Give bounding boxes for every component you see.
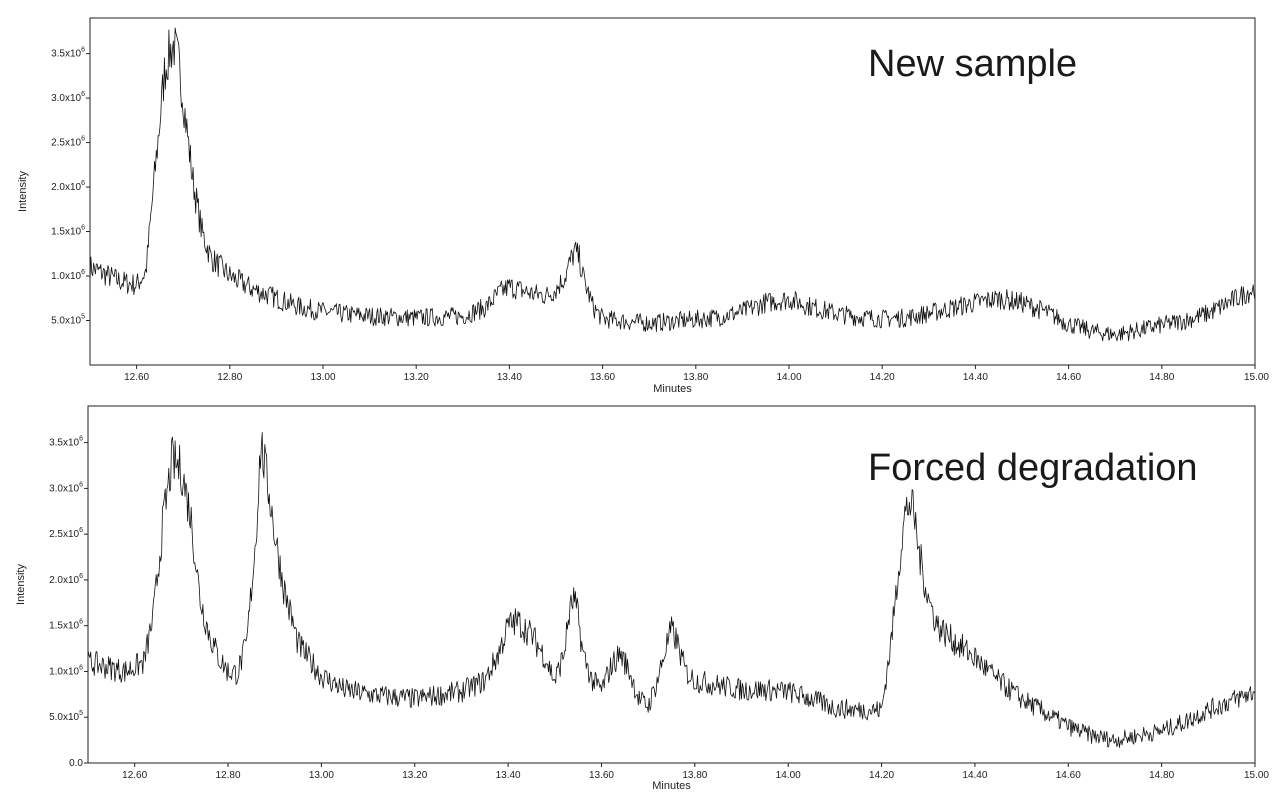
y-axis-ticks: 0.0 5.0x105 1.0x106 1.5x106 2.0x106 2.5x106 3.…	[49, 436, 88, 769]
y-tick-label: 2.0x106	[51, 180, 85, 193]
x-tick-label: 13.80	[682, 770, 707, 781]
y-tick-label: 0.0	[69, 758, 83, 769]
y-tick-label: 3.0x106	[49, 481, 83, 494]
x-tick-label: 14.00	[776, 372, 801, 383]
y-tick-label: 2.5x106	[49, 527, 83, 540]
x-tick-label: 14.20	[870, 372, 895, 383]
y-tick-label: 2.5x106	[51, 136, 85, 149]
x-tick-label: 15.00	[1244, 372, 1269, 383]
x-tick-label: 13.40	[496, 770, 521, 781]
y-tick-label: 1.5x106	[51, 225, 85, 238]
x-tick-label: 12.80	[217, 372, 242, 383]
x-tick-label: 13.60	[590, 372, 615, 383]
x-tick-label: 12.60	[124, 372, 149, 383]
y-tick-label: 5.0x105	[49, 710, 83, 723]
x-tick-label: 14.60	[1056, 372, 1081, 383]
x-tick-label: 12.80	[216, 770, 241, 781]
x-tick-label: 13.00	[310, 372, 335, 383]
chart-title: Forced degradation	[868, 447, 1198, 489]
y-axis-label: Intensity	[17, 171, 29, 212]
y-tick-label: 1.5x106	[49, 619, 83, 632]
x-tick-label: 14.60	[1056, 770, 1081, 781]
x-tick-label: 13.20	[404, 372, 429, 383]
y-tick-label: 3.5x106	[49, 436, 83, 449]
y-tick-label: 3.5x106	[51, 47, 85, 60]
plot-frame	[87, 405, 1256, 764]
x-axis-label: Minutes	[652, 780, 691, 792]
x-axis-ticks: 12.60 12.80 13.00 13.20 13.40 13.60 13.80 14.00…	[124, 365, 1269, 383]
x-tick-label: 13.40	[497, 372, 522, 383]
x-tick-label: 12.60	[122, 770, 147, 781]
y-tick-label: 1.0x106	[51, 269, 85, 282]
x-tick-label: 13.00	[309, 770, 334, 781]
chart-title: New sample	[868, 43, 1077, 85]
y-tick-label: 2.0x106	[49, 573, 83, 586]
y-tick-label: 1.0x106	[49, 664, 83, 677]
x-tick-label: 14.20	[869, 770, 894, 781]
series-line	[87, 432, 1256, 748]
chart-panel-new-sample: 5.0x105 1.0x106 1.5x106 2.0x106 2.5x106 3.0x1…	[17, 17, 1269, 395]
x-tick-label: 13.80	[683, 372, 708, 383]
y-tick-label: 3.0x106	[51, 91, 85, 104]
x-tick-label: 13.20	[402, 770, 427, 781]
plot-frame	[89, 17, 1256, 366]
x-tick-label: 14.00	[776, 770, 801, 781]
x-tick-label: 14.80	[1149, 372, 1174, 383]
x-axis-label: Minutes	[653, 383, 692, 395]
y-tick-label: 5.0x105	[51, 314, 85, 327]
x-tick-label: 14.80	[1149, 770, 1174, 781]
y-axis-ticks: 5.0x105 1.0x106 1.5x106 2.0x106 2.5x106 3.0x1…	[51, 47, 90, 327]
x-tick-label: 15.00	[1244, 770, 1269, 781]
x-tick-label: 14.40	[962, 770, 987, 781]
x-tick-label: 13.60	[589, 770, 614, 781]
x-axis-ticks: 12.60 12.80 13.00 13.20 13.40 13.60 13.80 14.00…	[122, 763, 1269, 781]
series-line	[89, 27, 1256, 342]
chart-panel-forced-degradation: 0.0 5.0x105 1.0x106 1.5x106 2.0x106 2.5x106 3.…	[15, 405, 1269, 792]
x-tick-label: 14.40	[963, 372, 988, 383]
y-axis-label: Intensity	[15, 564, 27, 605]
